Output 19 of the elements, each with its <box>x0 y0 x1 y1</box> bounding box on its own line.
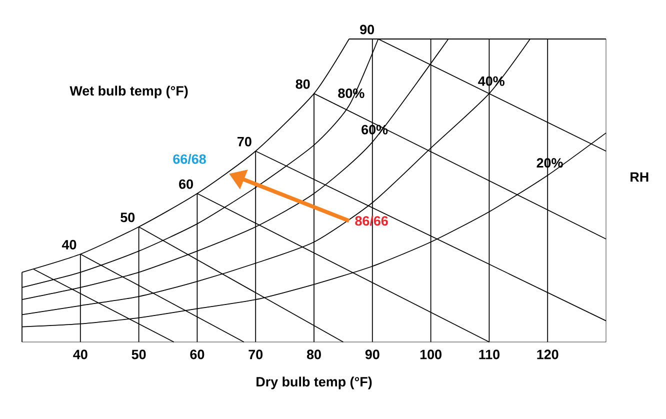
text: RH <box>630 172 648 182</box>
x-tick-label: 90 <box>365 350 380 360</box>
x-tick-label: 50 <box>132 350 146 360</box>
x-axis-title: Dry bulb temp (°F) <box>256 376 372 390</box>
series-label: 40 <box>62 240 76 250</box>
x-tick-label: 110 <box>479 350 500 360</box>
x-tick-label: 40 <box>73 350 88 360</box>
x-tick-label: 60 <box>190 350 204 360</box>
series-label: 70 <box>238 136 252 146</box>
series-label: 80 <box>296 79 310 89</box>
annotation: Wet bulb temp (°F) <box>70 86 188 98</box>
series-label: 90 <box>360 24 374 34</box>
annotation: 66/68 <box>173 154 206 164</box>
x-tick-label: 70 <box>248 350 263 360</box>
series-label: 60 <box>179 179 193 189</box>
x-tick-label: 80 <box>306 350 321 360</box>
series-label: 50 <box>120 212 135 222</box>
x-tick-label: 120 <box>537 350 558 360</box>
x-tick-label: 100 <box>420 350 442 360</box>
